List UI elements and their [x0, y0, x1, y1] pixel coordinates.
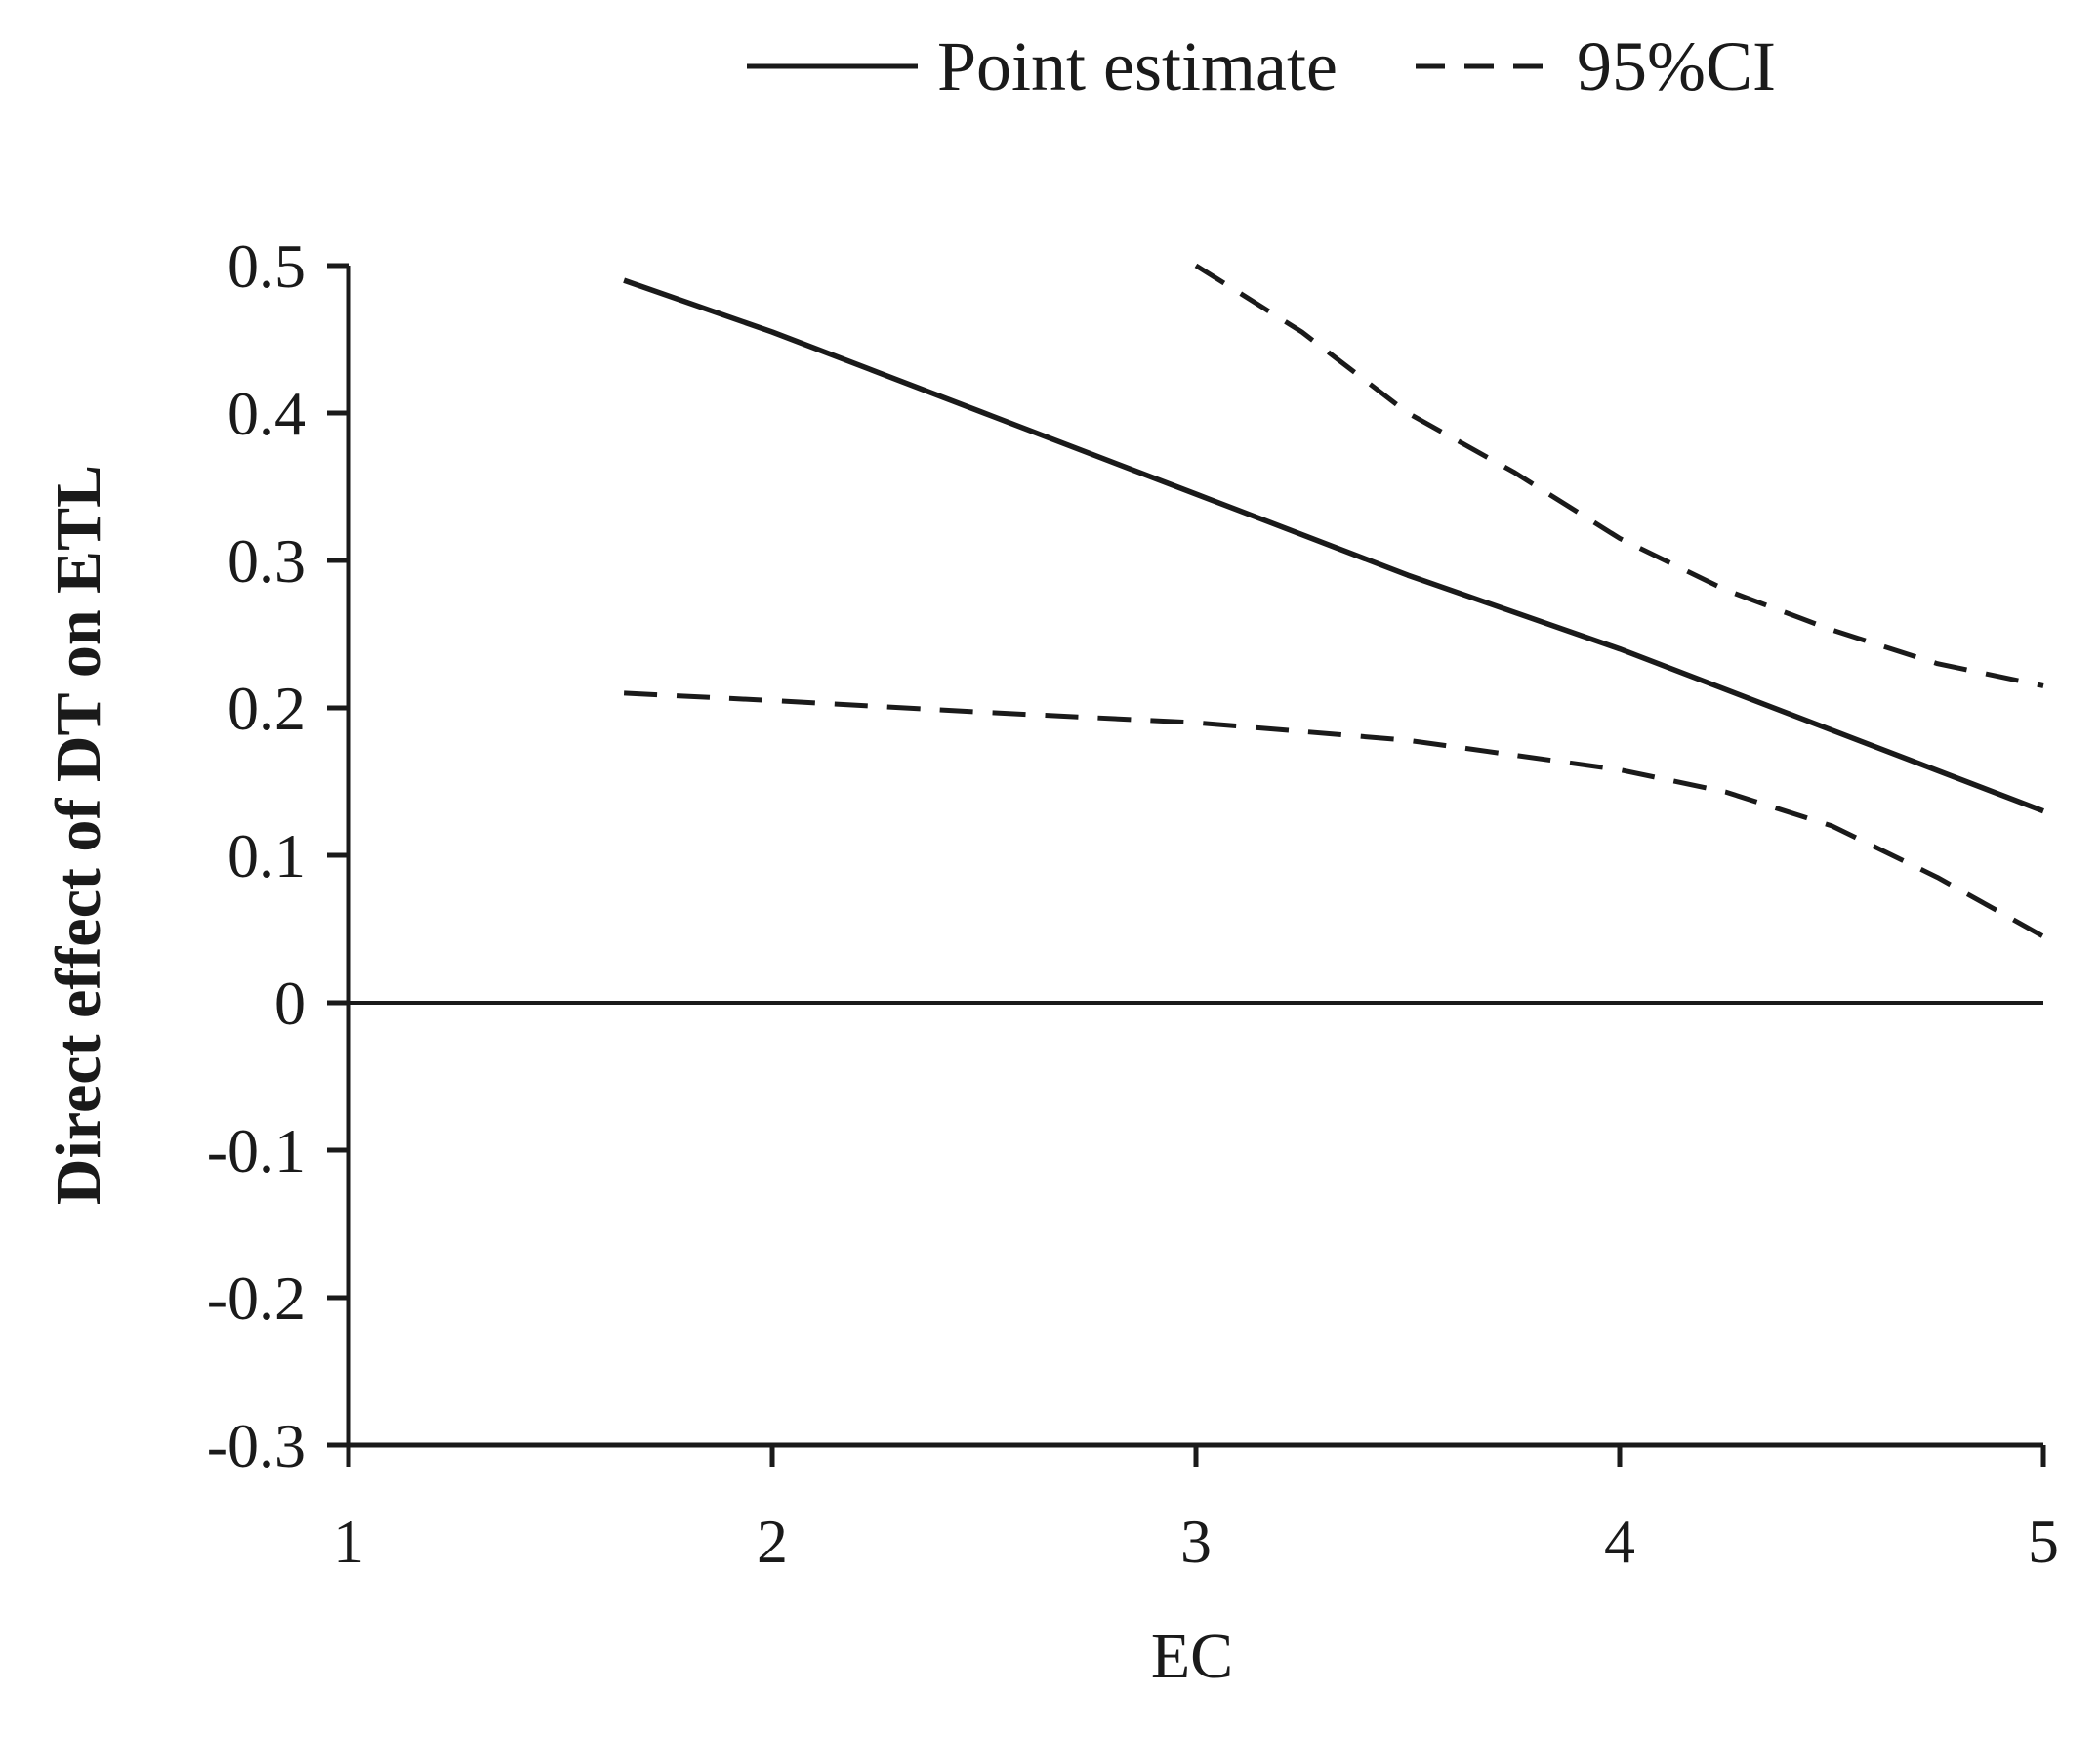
legend-label: Point estimate	[937, 27, 1338, 105]
y-tick-label: 0.2	[227, 674, 306, 743]
y-tick-label: 0.3	[227, 526, 306, 596]
ci-upper-line	[1194, 263, 2044, 688]
x-tick-label: 2	[757, 1507, 788, 1576]
ci-lower-line	[623, 690, 2045, 939]
x-tick-label: 3	[1180, 1507, 1212, 1576]
y-tick-label: -0.2	[207, 1263, 306, 1333]
y-tick-label: 0.1	[227, 821, 306, 890]
x-tick-label: 1	[333, 1507, 364, 1576]
y-tick-label: 0.5	[227, 231, 306, 301]
series-lines	[623, 263, 2045, 939]
legend: Point estimate 95%CI	[747, 27, 1776, 105]
x-axis-title: EC	[1151, 1621, 1233, 1692]
y-tick-label: 0.4	[227, 379, 306, 448]
y-tick-label: -0.1	[207, 1116, 306, 1185]
x-tick-label: 4	[1604, 1507, 1635, 1576]
legend-label: 95%CI	[1577, 27, 1776, 105]
y-tick-label: 0	[274, 969, 306, 1038]
x-tick-label: 5	[2028, 1507, 2059, 1576]
point-estimate-line	[623, 277, 2044, 814]
y-axis-title: Direct effect of DT on ETL	[43, 465, 114, 1205]
y-tick-label: -0.3	[207, 1411, 306, 1480]
axes: -0.3 -0.2 -0.1 0 0.1 0.2 0.3 0.4 0.5 1 2 3 4 5	[207, 231, 2059, 1576]
